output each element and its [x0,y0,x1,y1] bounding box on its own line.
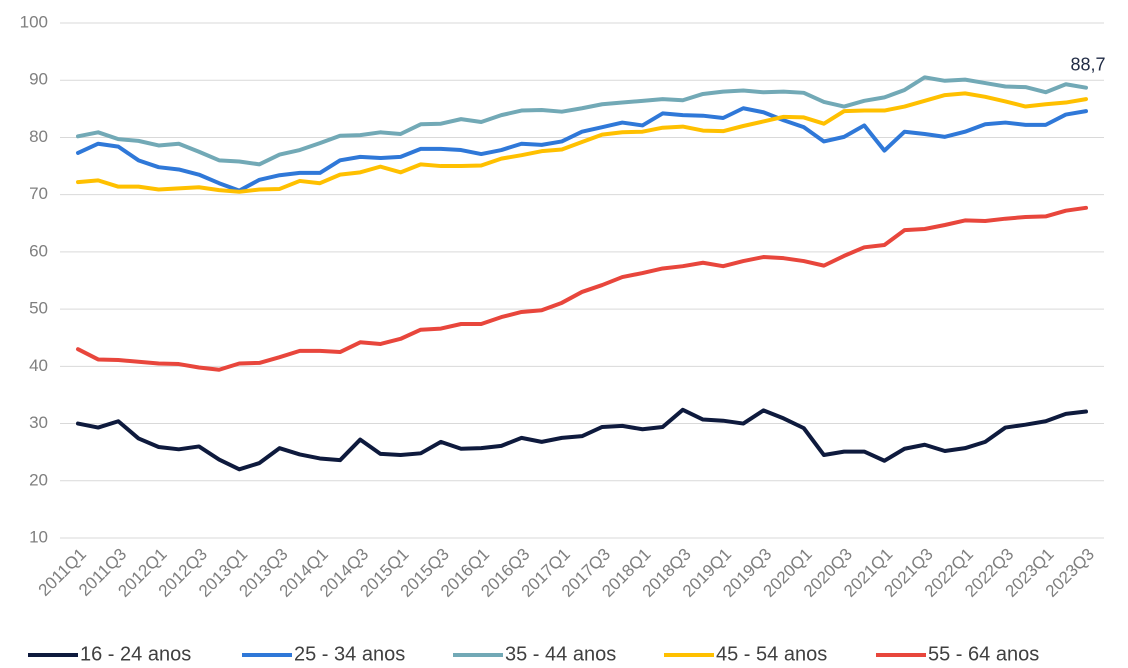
series-line [76,407,1088,472]
series-line [76,75,1088,167]
series-line [76,91,1088,194]
y-tick-label: 30 [29,413,48,432]
legend-label: 55 - 64 anos [928,643,1039,665]
y-tick-label: 90 [29,70,48,89]
y-tick-label: 50 [29,299,48,318]
y-tick-label: 80 [29,127,48,146]
y-tick-label: 60 [29,241,48,260]
series-line [76,106,1088,193]
y-tick-label: 20 [29,470,48,489]
legend-label: 25 - 34 anos [294,643,405,665]
series-line [76,205,1088,372]
y-tick-label: 10 [29,527,48,546]
y-tick-label: 40 [29,356,48,375]
data-label: 88,7 [1070,54,1105,74]
legend-label: 45 - 54 anos [716,643,827,665]
legend-label: 16 - 24 anos [80,643,191,665]
legend-label: 35 - 44 anos [505,643,616,665]
y-tick-label: 100 [20,12,48,31]
y-tick-label: 70 [29,184,48,203]
